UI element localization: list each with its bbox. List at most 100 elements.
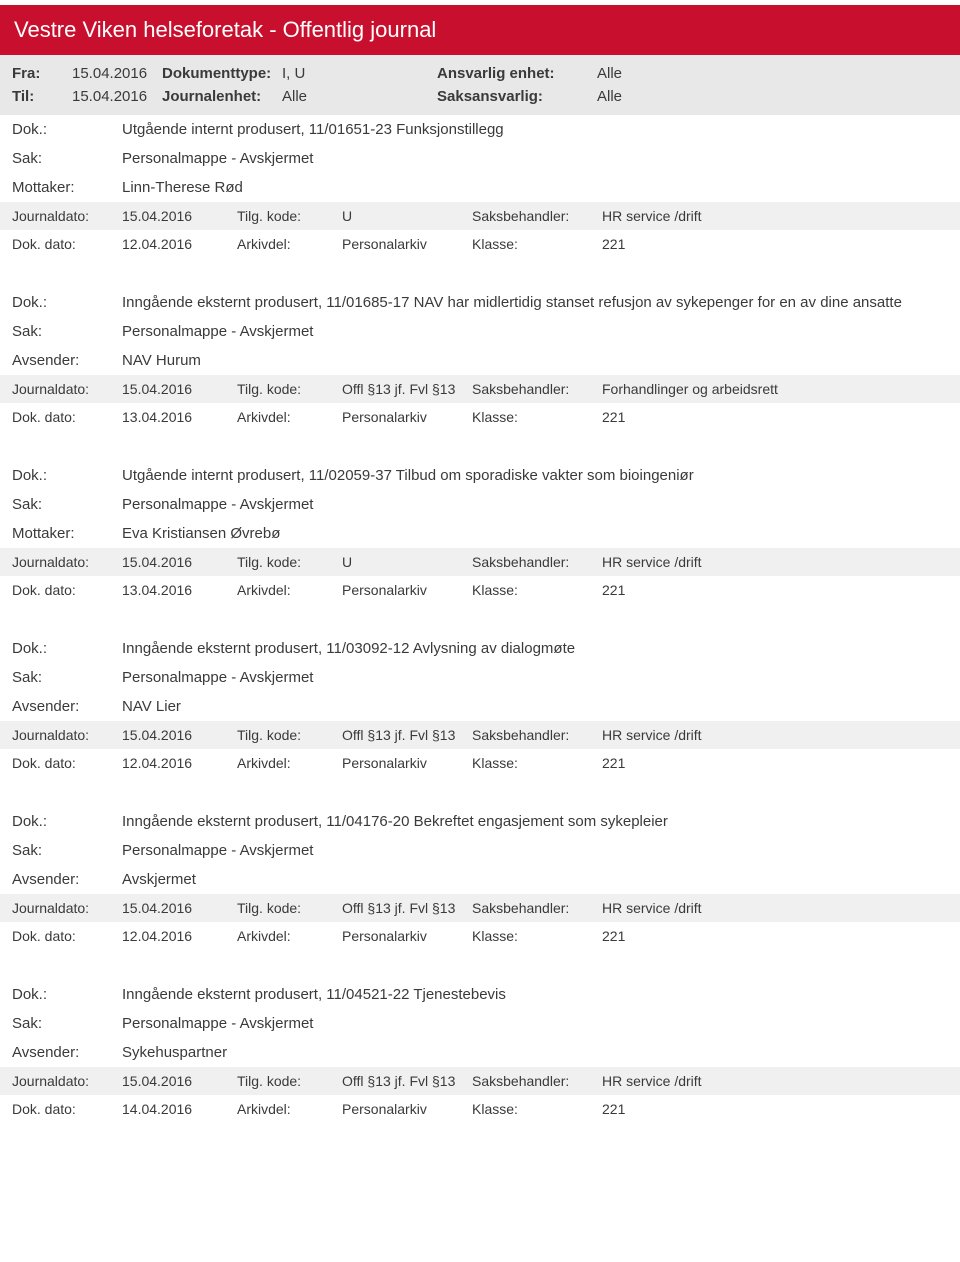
dokdato-label: Dok. dato: bbox=[12, 409, 122, 425]
saksbehandler-value: HR service /drift bbox=[602, 554, 948, 570]
klasse-label: Klasse: bbox=[472, 409, 602, 425]
journaldato-value: 15.04.2016 bbox=[122, 900, 237, 916]
arkivdel-label: Arkivdel: bbox=[237, 928, 342, 944]
dokdato-label: Dok. dato: bbox=[12, 236, 122, 252]
arkivdel-label: Arkivdel: bbox=[237, 409, 342, 425]
dokdato-label: Dok. dato: bbox=[12, 582, 122, 598]
til-value: 15.04.2016 bbox=[72, 88, 162, 105]
party-value: Linn-Therese Rød bbox=[122, 179, 948, 196]
party-value: Avskjermet bbox=[122, 871, 948, 888]
ansvarlig-label: Ansvarlig enhet: bbox=[437, 65, 597, 82]
klasse-value: 221 bbox=[602, 409, 948, 425]
tilgkode-value: U bbox=[342, 554, 472, 570]
arkivdel-label: Arkivdel: bbox=[237, 236, 342, 252]
sak-value: Personalmappe - Avskjermet bbox=[122, 669, 948, 686]
tilgkode-label: Tilg. kode: bbox=[237, 208, 342, 224]
journal-entry: Dok.: Utgående internt produsert, 11/016… bbox=[0, 115, 960, 258]
dok-label: Dok.: bbox=[12, 121, 122, 138]
dok-value: Inngående eksternt produsert, 11/01685-1… bbox=[122, 294, 948, 311]
dokdato-label: Dok. dato: bbox=[12, 1101, 122, 1117]
dok-value: Inngående eksternt produsert, 11/04521-2… bbox=[122, 986, 948, 1003]
klasse-value: 221 bbox=[602, 1101, 948, 1117]
klasse-value: 221 bbox=[602, 928, 948, 944]
journal-entry: Dok.: Inngående eksternt produsert, 11/0… bbox=[0, 634, 960, 777]
saksbehandler-label: Saksbehandler: bbox=[472, 554, 602, 570]
sak-label: Sak: bbox=[12, 323, 122, 340]
dok-label: Dok.: bbox=[12, 813, 122, 830]
party-value: NAV Hurum bbox=[122, 352, 948, 369]
party-value: Eva Kristiansen Øvrebø bbox=[122, 525, 948, 542]
journaldato-value: 15.04.2016 bbox=[122, 554, 237, 570]
dok-label: Dok.: bbox=[12, 986, 122, 1003]
journaldato-label: Journaldato: bbox=[12, 900, 122, 916]
saksbehandler-label: Saksbehandler: bbox=[472, 1073, 602, 1089]
filter-bar: Fra: 15.04.2016 Dokumenttype: I, U Ansva… bbox=[0, 55, 960, 115]
sak-label: Sak: bbox=[12, 669, 122, 686]
dok-label: Dok.: bbox=[12, 294, 122, 311]
journalenhet-label: Journalenhet: bbox=[162, 88, 282, 105]
party-label: Avsender: bbox=[12, 352, 122, 369]
arkivdel-value: Personalarkiv bbox=[342, 582, 472, 598]
journal-entry: Dok.: Utgående internt produsert, 11/020… bbox=[0, 461, 960, 604]
klasse-value: 221 bbox=[602, 236, 948, 252]
arkivdel-value: Personalarkiv bbox=[342, 236, 472, 252]
saksbehandler-label: Saksbehandler: bbox=[472, 381, 602, 397]
dok-value: Utgående internt produsert, 11/01651-23 … bbox=[122, 121, 948, 138]
dok-value: Inngående eksternt produsert, 11/04176-2… bbox=[122, 813, 948, 830]
til-label: Til: bbox=[12, 88, 72, 105]
party-value: NAV Lier bbox=[122, 698, 948, 715]
sak-label: Sak: bbox=[12, 1015, 122, 1032]
sak-label: Sak: bbox=[12, 496, 122, 513]
arkivdel-value: Personalarkiv bbox=[342, 928, 472, 944]
dokdato-label: Dok. dato: bbox=[12, 928, 122, 944]
journaldato-label: Journaldato: bbox=[12, 554, 122, 570]
saksansvarlig-label: Saksansvarlig: bbox=[437, 88, 597, 105]
saksbehandler-value: HR service /drift bbox=[602, 1073, 948, 1089]
saksbehandler-label: Saksbehandler: bbox=[472, 208, 602, 224]
sak-value: Personalmappe - Avskjermet bbox=[122, 496, 948, 513]
dok-value: Utgående internt produsert, 11/02059-37 … bbox=[122, 467, 948, 484]
dokdato-value: 13.04.2016 bbox=[122, 582, 237, 598]
klasse-label: Klasse: bbox=[472, 755, 602, 771]
tilgkode-label: Tilg. kode: bbox=[237, 554, 342, 570]
tilgkode-value: Offl §13 jf. Fvl §13 bbox=[342, 381, 472, 397]
arkivdel-label: Arkivdel: bbox=[237, 755, 342, 771]
klasse-label: Klasse: bbox=[472, 1101, 602, 1117]
party-label: Avsender: bbox=[12, 871, 122, 888]
journaldato-value: 15.04.2016 bbox=[122, 1073, 237, 1089]
arkivdel-label: Arkivdel: bbox=[237, 1101, 342, 1117]
party-label: Mottaker: bbox=[12, 525, 122, 542]
dokdato-label: Dok. dato: bbox=[12, 755, 122, 771]
sak-value: Personalmappe - Avskjermet bbox=[122, 842, 948, 859]
journaldato-label: Journaldato: bbox=[12, 1073, 122, 1089]
saksbehandler-value: HR service /drift bbox=[602, 208, 948, 224]
arkivdel-value: Personalarkiv bbox=[342, 1101, 472, 1117]
dok-value: Inngående eksternt produsert, 11/03092-1… bbox=[122, 640, 948, 657]
party-value: Sykehuspartner bbox=[122, 1044, 948, 1061]
arkivdel-value: Personalarkiv bbox=[342, 409, 472, 425]
saksbehandler-value: Forhandlinger og arbeidsrett bbox=[602, 381, 948, 397]
journal-entry: Dok.: Inngående eksternt produsert, 11/0… bbox=[0, 807, 960, 950]
tilgkode-label: Tilg. kode: bbox=[237, 900, 342, 916]
dok-label: Dok.: bbox=[12, 640, 122, 657]
dokdato-value: 12.04.2016 bbox=[122, 236, 237, 252]
sak-value: Personalmappe - Avskjermet bbox=[122, 323, 948, 340]
entries-list: Dok.: Utgående internt produsert, 11/016… bbox=[0, 115, 960, 1123]
journalenhet-value: Alle bbox=[282, 88, 437, 105]
party-label: Avsender: bbox=[12, 1044, 122, 1061]
klasse-value: 221 bbox=[602, 582, 948, 598]
party-label: Avsender: bbox=[12, 698, 122, 715]
page-title: Vestre Viken helseforetak - Offentlig jo… bbox=[0, 5, 960, 55]
saksbehandler-value: HR service /drift bbox=[602, 900, 948, 916]
ansvarlig-value: Alle bbox=[597, 65, 622, 82]
journaldato-label: Journaldato: bbox=[12, 208, 122, 224]
klasse-label: Klasse: bbox=[472, 928, 602, 944]
tilgkode-value: U bbox=[342, 208, 472, 224]
klasse-label: Klasse: bbox=[472, 236, 602, 252]
journaldato-value: 15.04.2016 bbox=[122, 727, 237, 743]
sak-value: Personalmappe - Avskjermet bbox=[122, 1015, 948, 1032]
tilgkode-label: Tilg. kode: bbox=[237, 727, 342, 743]
journaldato-value: 15.04.2016 bbox=[122, 381, 237, 397]
sak-value: Personalmappe - Avskjermet bbox=[122, 150, 948, 167]
journal-entry: Dok.: Inngående eksternt produsert, 11/0… bbox=[0, 288, 960, 431]
